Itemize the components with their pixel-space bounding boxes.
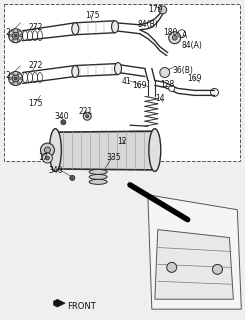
Circle shape xyxy=(14,34,17,37)
Text: 272: 272 xyxy=(28,23,43,32)
Text: 12: 12 xyxy=(117,137,126,146)
Circle shape xyxy=(20,35,22,37)
Circle shape xyxy=(160,68,170,77)
Text: 14: 14 xyxy=(155,94,164,103)
Text: 2: 2 xyxy=(6,70,11,79)
Text: 180: 180 xyxy=(163,28,177,37)
Text: 169: 169 xyxy=(188,75,202,84)
Circle shape xyxy=(167,262,177,272)
Circle shape xyxy=(9,29,23,43)
Circle shape xyxy=(61,120,66,125)
Circle shape xyxy=(20,77,22,80)
Ellipse shape xyxy=(72,66,79,77)
Text: 272: 272 xyxy=(28,60,43,69)
Bar xyxy=(55,131,155,170)
Ellipse shape xyxy=(149,129,161,172)
Text: A: A xyxy=(182,31,187,40)
Circle shape xyxy=(44,147,50,153)
Circle shape xyxy=(172,35,177,40)
Text: 17: 17 xyxy=(38,153,48,162)
Circle shape xyxy=(12,73,14,75)
Bar xyxy=(4,4,240,161)
Circle shape xyxy=(9,35,11,37)
Circle shape xyxy=(40,143,54,157)
Ellipse shape xyxy=(115,62,122,75)
Circle shape xyxy=(12,82,14,84)
Ellipse shape xyxy=(72,23,79,35)
Circle shape xyxy=(86,115,89,118)
Text: FRONT: FRONT xyxy=(67,302,96,311)
Circle shape xyxy=(42,153,52,163)
Circle shape xyxy=(212,264,222,274)
Circle shape xyxy=(45,156,49,160)
Text: 84(B): 84(B) xyxy=(138,20,159,29)
Circle shape xyxy=(169,32,181,44)
Circle shape xyxy=(12,30,14,32)
Circle shape xyxy=(14,77,17,80)
Text: 2: 2 xyxy=(6,28,11,37)
Text: 340: 340 xyxy=(49,166,63,175)
Circle shape xyxy=(17,39,20,42)
Circle shape xyxy=(83,112,91,120)
Circle shape xyxy=(169,85,175,92)
Text: 175: 175 xyxy=(28,99,43,108)
Circle shape xyxy=(12,75,19,82)
Circle shape xyxy=(17,30,20,32)
Circle shape xyxy=(9,71,23,85)
Text: 169: 169 xyxy=(132,82,147,91)
Text: 340: 340 xyxy=(54,112,69,121)
Polygon shape xyxy=(148,195,241,309)
Ellipse shape xyxy=(49,129,61,172)
Text: 128: 128 xyxy=(160,80,174,90)
Ellipse shape xyxy=(89,170,107,174)
Ellipse shape xyxy=(89,174,107,180)
Circle shape xyxy=(12,32,19,39)
Circle shape xyxy=(159,6,167,14)
Text: 84(A): 84(A) xyxy=(182,41,203,50)
Text: 221: 221 xyxy=(78,107,93,116)
Circle shape xyxy=(12,39,14,42)
Text: 36(B): 36(B) xyxy=(173,66,194,75)
Text: 335: 335 xyxy=(106,153,121,162)
Circle shape xyxy=(17,73,20,75)
Polygon shape xyxy=(53,299,65,307)
Circle shape xyxy=(70,175,75,180)
Text: 175: 175 xyxy=(85,11,100,20)
Circle shape xyxy=(9,77,11,80)
Text: 41: 41 xyxy=(122,77,132,86)
Circle shape xyxy=(17,82,20,84)
Polygon shape xyxy=(155,230,233,299)
Ellipse shape xyxy=(89,180,107,184)
Text: 179: 179 xyxy=(148,5,162,14)
Ellipse shape xyxy=(111,21,119,33)
